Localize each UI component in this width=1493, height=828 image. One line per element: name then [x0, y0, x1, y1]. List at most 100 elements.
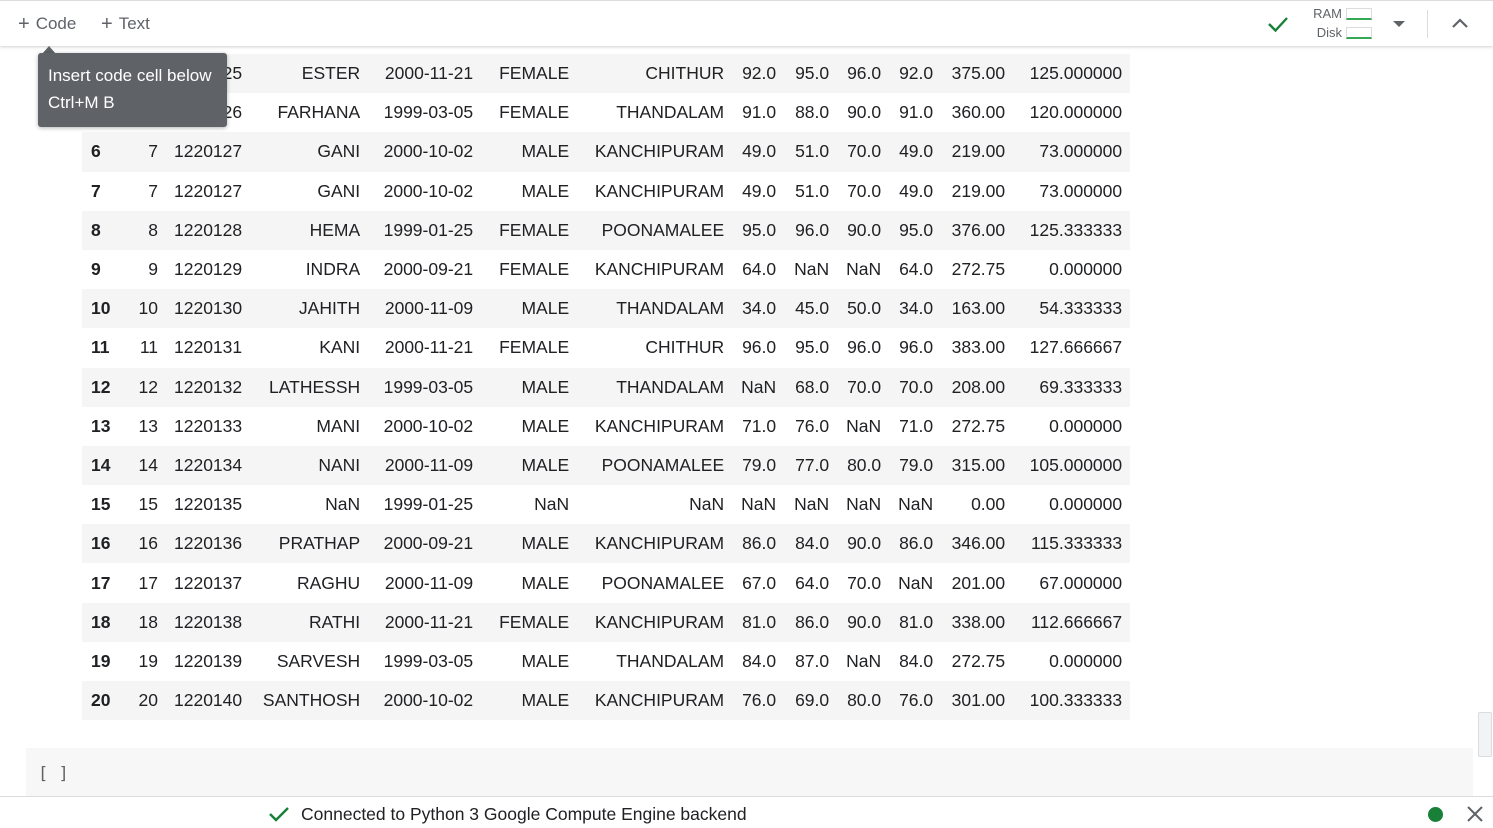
table-cell-col-1: 1220127	[166, 171, 251, 211]
table-row: 17 17 1220137 RAGHU 2000-11-09 MALE POONAMALEE…	[82, 563, 1131, 603]
table-cell-col-8: NaN	[837, 641, 890, 681]
status-bar: Connected to Python 3 Google Compute Eng…	[0, 796, 1493, 828]
table-cell-col-5: KANCHIPURAM	[577, 524, 733, 564]
table-cell-col-9: NaN	[889, 485, 942, 525]
row-index: 10	[82, 289, 124, 329]
table-cell-col-4: MALE	[481, 406, 578, 446]
table-cell-col-4: MALE	[481, 445, 578, 486]
table-cell-col-1: 1220135	[166, 485, 251, 525]
table-cell-col-10: 0.00	[941, 485, 1014, 525]
tooltip-title: Insert code cell below	[48, 66, 212, 85]
table-cell-col-11: 125.000000	[1013, 54, 1131, 94]
table-cell-col-2: INDRA	[250, 249, 369, 290]
table-cell-col-10: 301.00	[941, 681, 1014, 721]
check-icon	[1268, 17, 1288, 33]
table-cell-col-11: 54.333333	[1013, 289, 1131, 329]
table-cell-col-10: 338.00	[941, 602, 1014, 642]
table-cell-col-11: 120.000000	[1013, 93, 1131, 133]
table-cell-col-10: 315.00	[941, 445, 1014, 486]
table-cell-col-4: MALE	[481, 524, 578, 564]
table-cell-col-11: 127.666667	[1013, 328, 1131, 368]
table-cell-col-8: 90.0	[837, 602, 890, 642]
table-cell-col-10: 346.00	[941, 524, 1014, 564]
table-cell-col-1: 1220127	[166, 132, 251, 172]
table-cell-col-5: THANDALAM	[577, 93, 733, 133]
table-cell-col-7: 77.0	[784, 445, 838, 486]
table-cell-col-9: 92.0	[889, 54, 942, 94]
ram-label: RAM	[1313, 6, 1342, 21]
table-cell-col-7: 95.0	[784, 328, 838, 368]
table-cell-col-10: 201.00	[941, 563, 1014, 603]
table-row: 8 8 1220128 HEMA 1999-01-25 FEMALE POONAMALEE 9…	[82, 210, 1131, 250]
table-cell-col-4: FEMALE	[481, 210, 578, 250]
table-cell-col-1: 1220136	[166, 524, 251, 564]
table-cell-col-11: 0.000000	[1013, 641, 1131, 681]
add-code-cell-button[interactable]: + Code	[18, 11, 76, 37]
table-row: 561220126FARHANA1999-03-05FEMALETHANDALA…	[82, 93, 1131, 133]
table-cell-col-6: 91.0	[732, 93, 785, 133]
table-cell-col-1: 1220131	[166, 328, 251, 368]
table-cell-col-8: 90.0	[837, 93, 890, 133]
table-cell-col-5: THANDALAM	[577, 289, 733, 329]
insert-code-tooltip: Insert code cell below Ctrl+M B	[38, 53, 227, 127]
table-cell-col-6: 64.0	[732, 249, 785, 290]
add-text-label: Text	[118, 14, 150, 33]
table-cell-col-8: 80.0	[837, 445, 890, 486]
table-cell-col-3: 2000-11-09	[368, 289, 482, 329]
dataframe-output: 451220125ESTER2000-11-21FEMALECHITHUR92.…	[82, 54, 1131, 721]
table-cell-col-4: FEMALE	[481, 93, 578, 133]
table-row: 6 7 1220127 GANI 2000-10-02 MALE KANCHIPURAM 49…	[82, 132, 1131, 172]
table-row: 7 7 1220127 GANI 2000-10-02 MALE KANCHIPURAM 49…	[82, 171, 1131, 211]
table-cell-col-5: POONAMALEE	[577, 563, 733, 603]
table-cell-col-6: 49.0	[732, 171, 785, 211]
table-cell-col-6: 76.0	[732, 681, 785, 721]
table-cell-col-2: NaN	[250, 485, 369, 525]
add-text-cell-button[interactable]: + Text	[101, 11, 150, 37]
table-cell-col-3: 1999-03-05	[368, 367, 482, 407]
disk-indicator: Disk	[1302, 25, 1372, 40]
table-cell-col-1: 1220128	[166, 210, 251, 250]
table-cell-col-11: 125.333333	[1013, 210, 1131, 250]
table-cell-col-10: 383.00	[941, 328, 1014, 368]
table-cell-col-2: SANTHOSH	[250, 681, 369, 721]
empty-code-cell[interactable]: [ ]	[26, 748, 1473, 800]
table-cell-col-5: KANCHIPURAM	[577, 132, 733, 172]
cell-run-prompt[interactable]: [ ]	[38, 764, 69, 784]
table-cell-col-0: 17	[124, 563, 166, 603]
table-cell-col-4: MALE	[481, 681, 578, 721]
close-icon[interactable]	[1465, 804, 1485, 824]
table-cell-col-5: THANDALAM	[577, 641, 733, 681]
dropdown-arrow-icon[interactable]	[1388, 13, 1410, 35]
scrollbar-thumb[interactable]	[1478, 712, 1492, 757]
table-cell-col-0: 14	[124, 445, 166, 486]
table-cell-col-2: MANI	[250, 406, 369, 446]
table-cell-col-0: 18	[124, 602, 166, 642]
table-row: 14 14 1220134 NANI 2000-11-09 MALE POONAMALEE 7…	[82, 445, 1131, 486]
row-index: 9	[82, 249, 124, 290]
chevron-up-icon[interactable]	[1449, 13, 1471, 35]
row-index: 19	[82, 641, 124, 681]
notebook-toolbar: + Code + Text RAM Disk	[0, 0, 1493, 46]
table-cell-col-1: 1220138	[166, 602, 251, 642]
table-cell-col-0: 19	[124, 641, 166, 681]
resource-monitor[interactable]: RAM Disk	[1300, 4, 1372, 44]
table-cell-col-8: 96.0	[837, 54, 890, 94]
table-cell-col-11: 69.333333	[1013, 367, 1131, 407]
table-cell-col-0: 11	[124, 328, 166, 368]
table-cell-col-1: 1220134	[166, 445, 251, 486]
table-cell-col-0: 7	[124, 171, 166, 211]
table-cell-col-8: 70.0	[837, 367, 890, 407]
table-cell-col-9: 91.0	[889, 93, 942, 133]
table-cell-col-7: 68.0	[784, 367, 838, 407]
add-code-label: Code	[35, 14, 77, 33]
table-cell-col-8: 90.0	[837, 210, 890, 250]
table-cell-col-7: 69.0	[784, 681, 838, 721]
table-cell-col-7: 96.0	[784, 210, 838, 250]
table-cell-col-6: 96.0	[732, 328, 785, 368]
table-cell-col-3: 2000-11-21	[368, 328, 482, 368]
table-cell-col-3: 2000-09-21	[368, 524, 482, 564]
table-cell-col-11: 0.000000	[1013, 249, 1131, 290]
table-cell-col-9: 76.0	[889, 681, 942, 721]
table-cell-col-9: 86.0	[889, 524, 942, 564]
row-index: 15	[82, 485, 124, 525]
